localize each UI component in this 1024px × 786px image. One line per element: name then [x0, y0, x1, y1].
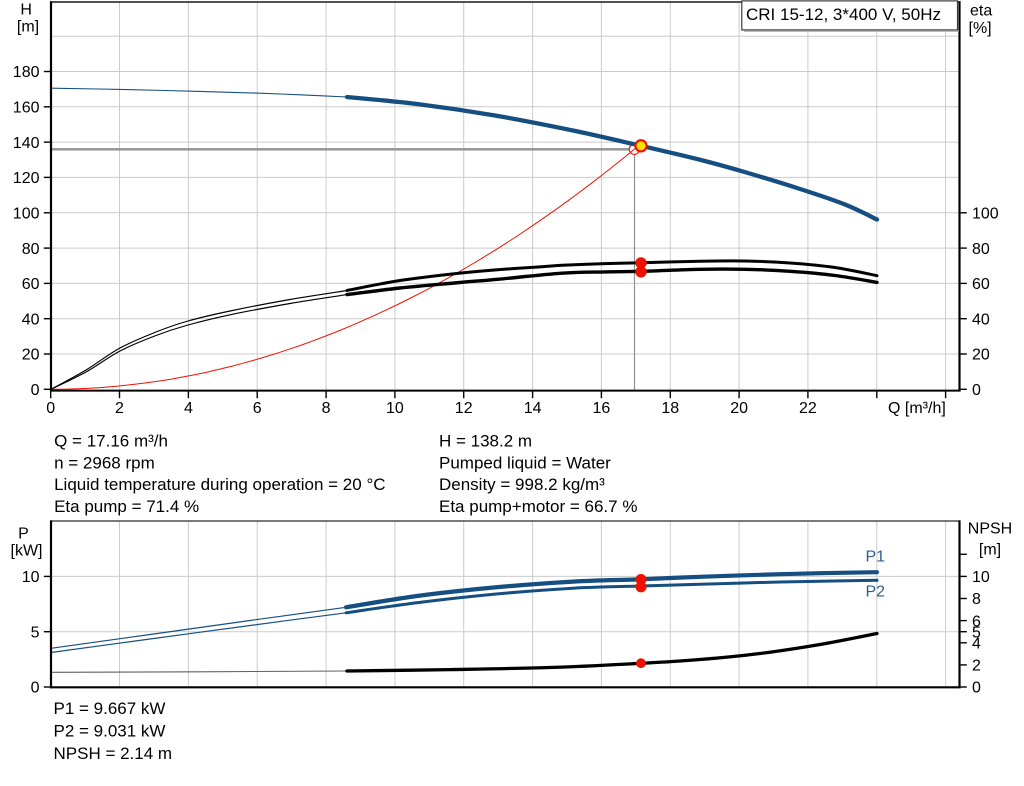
- svg-text:eta: eta: [970, 3, 992, 20]
- svg-text:14: 14: [524, 400, 542, 417]
- svg-text:H: H: [20, 2, 32, 19]
- svg-text:Eta pump = 71.4 %: Eta pump = 71.4 %: [54, 497, 199, 516]
- svg-text:10: 10: [972, 569, 990, 586]
- svg-text:100: 100: [13, 205, 40, 222]
- svg-text:[%]: [%]: [969, 20, 992, 37]
- svg-text:4: 4: [972, 636, 981, 653]
- svg-text:18: 18: [661, 400, 679, 417]
- svg-text:20: 20: [22, 347, 40, 364]
- svg-text:H = 138.2 m: H = 138.2 m: [439, 432, 532, 451]
- svg-text:P1: P1: [866, 549, 886, 566]
- svg-text:0: 0: [972, 680, 981, 697]
- svg-text:P: P: [18, 526, 29, 543]
- svg-text:20: 20: [730, 400, 748, 417]
- svg-text:0: 0: [46, 400, 55, 417]
- svg-text:Liquid temperature during oper: Liquid temperature during operation = 20…: [54, 475, 385, 494]
- svg-text:140: 140: [13, 135, 40, 152]
- svg-text:20: 20: [972, 347, 990, 364]
- svg-text:100: 100: [972, 205, 999, 222]
- svg-text:0: 0: [972, 382, 981, 399]
- svg-text:CRI 15-12, 3*400 V, 50Hz: CRI 15-12, 3*400 V, 50Hz: [746, 5, 941, 24]
- svg-text:[m]: [m]: [979, 542, 1001, 559]
- svg-text:180: 180: [13, 64, 40, 81]
- svg-text:80: 80: [22, 241, 40, 258]
- svg-text:0: 0: [31, 382, 40, 399]
- svg-text:P1 = 9.667 kW: P1 = 9.667 kW: [54, 699, 166, 718]
- svg-text:4: 4: [184, 400, 193, 417]
- svg-text:160: 160: [13, 100, 40, 117]
- svg-text:NPSH = 2.14 m: NPSH = 2.14 m: [54, 744, 173, 763]
- svg-text:16: 16: [593, 400, 611, 417]
- svg-text:40: 40: [22, 311, 40, 328]
- svg-text:80: 80: [972, 241, 990, 258]
- svg-text:60: 60: [972, 276, 990, 293]
- svg-text:8: 8: [322, 400, 331, 417]
- svg-text:[kW]: [kW]: [11, 542, 43, 559]
- svg-text:5: 5: [972, 624, 981, 641]
- svg-text:12: 12: [455, 400, 473, 417]
- svg-text:60: 60: [22, 276, 40, 293]
- svg-text:NPSH: NPSH: [968, 521, 1012, 538]
- svg-text:2: 2: [972, 658, 981, 675]
- svg-text:10: 10: [386, 400, 404, 417]
- svg-text:Pumped liquid = Water: Pumped liquid = Water: [439, 453, 611, 472]
- svg-text:22: 22: [799, 400, 817, 417]
- svg-text:Density = 998.2 kg/m³: Density = 998.2 kg/m³: [439, 475, 605, 494]
- svg-text:Q [m³/h]: Q [m³/h]: [888, 400, 946, 417]
- svg-text:P2: P2: [866, 584, 886, 601]
- svg-text:Eta pump+motor = 66.7 %: Eta pump+motor = 66.7 %: [439, 497, 637, 516]
- svg-text:P2 = 9.031 kW: P2 = 9.031 kW: [54, 721, 166, 740]
- svg-text:10: 10: [22, 569, 40, 586]
- svg-text:0: 0: [31, 680, 40, 697]
- svg-text:120: 120: [13, 170, 40, 187]
- svg-text:40: 40: [972, 311, 990, 328]
- svg-text:Q = 17.16 m³/h: Q = 17.16 m³/h: [54, 432, 168, 451]
- svg-text:[m]: [m]: [17, 18, 39, 35]
- svg-text:6: 6: [972, 613, 981, 630]
- svg-text:2: 2: [115, 400, 124, 417]
- svg-text:n = 2968 rpm: n = 2968 rpm: [54, 453, 155, 472]
- svg-text:6: 6: [253, 400, 262, 417]
- svg-text:5: 5: [31, 624, 40, 641]
- svg-text:8: 8: [972, 591, 981, 608]
